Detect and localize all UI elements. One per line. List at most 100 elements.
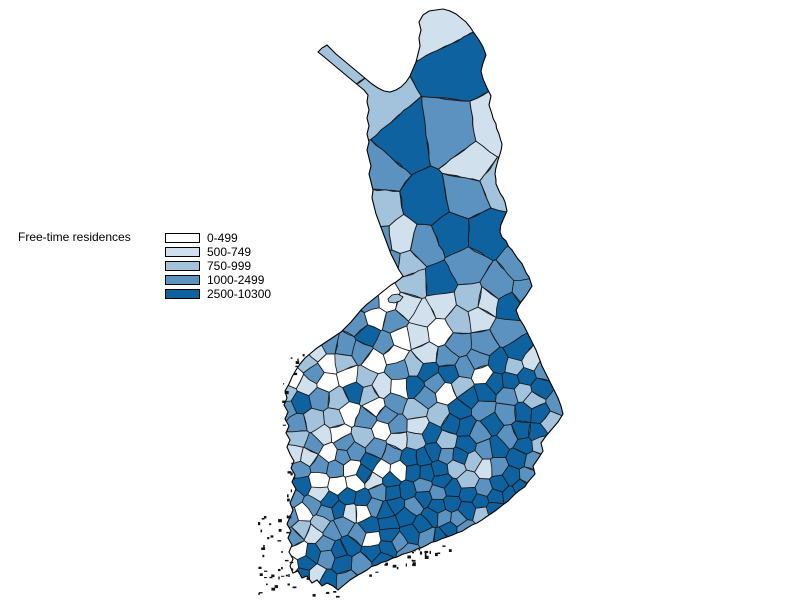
municipality-cell	[302, 362, 325, 385]
island-speck	[385, 562, 388, 565]
island-speck	[259, 573, 263, 576]
island-speck	[291, 568, 294, 571]
island-speck	[412, 562, 416, 565]
municipality-cell	[421, 96, 477, 170]
municipality-cell	[431, 473, 454, 489]
municipality-cell	[284, 373, 298, 402]
municipality-cell	[389, 325, 412, 352]
island-speck	[262, 554, 265, 558]
island-speck	[290, 472, 293, 476]
island-speck	[263, 516, 267, 519]
island-speck	[286, 516, 290, 519]
municipality-cell	[522, 391, 547, 410]
island-speck	[278, 529, 282, 532]
municipality-cell	[376, 499, 396, 520]
legend-label: 500-749	[207, 244, 252, 259]
municipality-cell	[395, 542, 449, 590]
island-speck	[282, 424, 286, 426]
municipality-cell	[284, 526, 305, 552]
island-speck	[291, 462, 294, 465]
island-speck	[261, 518, 265, 520]
legend-label: 0-499	[207, 230, 238, 245]
island-speck	[412, 552, 414, 554]
municipality-cell	[284, 460, 312, 481]
island-speck	[297, 358, 299, 361]
island-speck	[258, 592, 263, 594]
island-speck	[285, 574, 288, 577]
municipality-cell	[284, 225, 393, 269]
island-speck	[286, 531, 291, 534]
legend-label: 750-999	[207, 258, 252, 273]
municipality-cell	[309, 514, 331, 534]
island-speck	[278, 568, 281, 572]
island-speck	[424, 555, 429, 559]
island-speck	[258, 522, 261, 526]
island-speck	[295, 361, 300, 364]
municipality-cell	[284, 311, 319, 374]
municipality-cell	[531, 434, 563, 472]
island-speck	[277, 540, 282, 542]
municipality-cell	[337, 486, 357, 506]
municipality-cell	[416, 446, 433, 467]
island-speck	[258, 566, 262, 569]
island-speck	[392, 564, 397, 568]
municipality-cell	[474, 438, 494, 460]
municipality-cell	[456, 519, 533, 590]
island-speck	[429, 550, 431, 554]
municipality-cell	[452, 446, 469, 465]
legend-item: 2500-10300	[165, 287, 271, 301]
island-speck	[424, 550, 429, 553]
island-speck	[269, 576, 273, 579]
island-speck	[302, 354, 305, 357]
island-speck	[281, 567, 283, 570]
island-speck	[290, 489, 292, 493]
municipality-cell	[361, 531, 382, 547]
island-speck	[278, 519, 282, 523]
legend-swatch	[165, 275, 200, 285]
municipality-cell	[284, 253, 380, 314]
island-speck	[281, 551, 283, 553]
island-speck	[333, 591, 337, 593]
municipality-cell	[450, 375, 475, 399]
island-speck	[306, 577, 309, 580]
municipality-cell	[334, 353, 358, 374]
island-speck	[261, 547, 266, 550]
island-speck	[419, 551, 423, 555]
island-speck	[260, 529, 263, 533]
island-hailuoto	[387, 293, 404, 304]
municipality-cell	[308, 386, 330, 412]
island-speck	[278, 576, 280, 580]
legend-item: 1000-2499	[165, 273, 271, 287]
municipality-cell	[393, 268, 427, 299]
municipality-cell	[423, 371, 446, 394]
municipality-cell	[518, 466, 563, 514]
municipality-cell	[363, 307, 387, 331]
island-speck	[405, 563, 407, 567]
municipality-cell	[406, 415, 430, 435]
island-speck	[281, 575, 285, 577]
island-speck	[288, 515, 292, 519]
municipality-cell	[284, 567, 310, 590]
legend-swatch	[165, 289, 200, 299]
island-speck	[295, 365, 299, 368]
municipality-cell	[394, 291, 423, 322]
municipality-cell	[504, 356, 525, 376]
island-speck	[289, 561, 294, 564]
island-speck	[269, 523, 272, 526]
municipality-cell	[327, 475, 348, 496]
island-speck	[270, 535, 274, 538]
island-speck	[412, 559, 416, 562]
municipality-cell	[479, 411, 505, 437]
legend-label: 1000-2499	[207, 272, 265, 287]
island-speck	[284, 559, 289, 562]
island-speck	[407, 555, 411, 559]
island-speck	[326, 591, 329, 594]
island-speck	[448, 549, 452, 552]
legend-title: Free-time residences	[18, 230, 131, 244]
municipality-cell	[284, 243, 341, 355]
municipality-cell	[469, 49, 563, 158]
municipality-cell	[367, 483, 387, 502]
island-speck	[424, 553, 427, 557]
municipality-cell	[523, 450, 563, 484]
